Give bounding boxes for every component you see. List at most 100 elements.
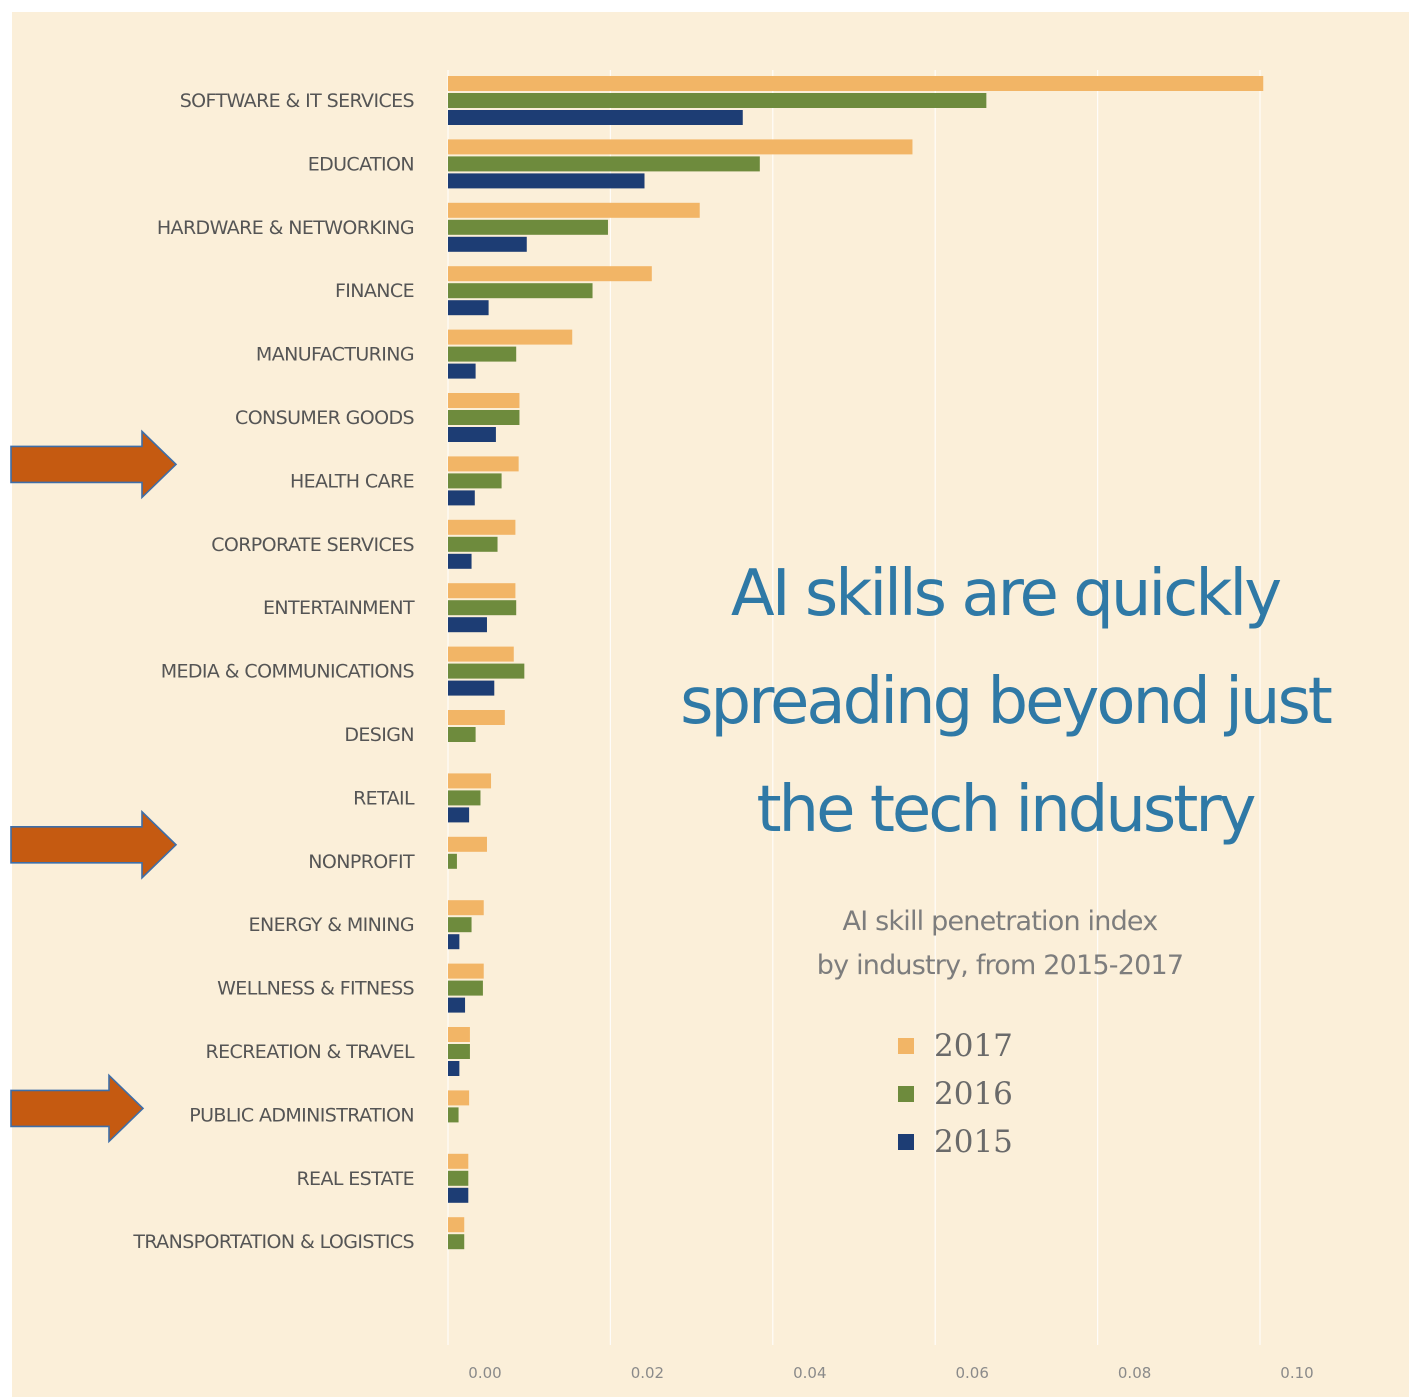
bar-energy-and-mining-2015 [448, 934, 460, 950]
chart-title: AI skills are quickly spreading beyond j… [600, 540, 1409, 864]
legend-item-2017: 2017 [898, 1022, 1013, 1070]
bar-consumer-goods-2016 [448, 410, 520, 425]
bar-nonprofit-2016 [448, 853, 457, 869]
arrow-health-care-icon [10, 429, 178, 500]
category-label-wellness-and-fitness: WELLNESS & FITNESS [217, 978, 414, 1000]
bar-education-2017 [448, 139, 913, 155]
chart-title-line-1: AI skills are quickly [730, 557, 1282, 631]
x-tick-label-4: 0.08 [1118, 1364, 1151, 1382]
bar-energy-and-mining-2016 [448, 917, 472, 933]
category-label-manufacturing: MANUFACTURING [256, 344, 414, 366]
chart-legend: 2017 2016 2015 [898, 1022, 1013, 1166]
x-tick-label-0: 0.00 [468, 1364, 501, 1382]
bar-recreation-and-travel-2015 [448, 1061, 460, 1076]
bar-hardware-and-networking-2016 [448, 219, 608, 235]
category-label-public-administration: PUBLIC ADMINISTRATION [189, 1104, 414, 1126]
category-label-entertainment: ENTERTAINMENT [263, 597, 415, 619]
bar-wellness-and-fitness-2016 [448, 980, 483, 996]
bar-recreation-and-travel-2016 [448, 1044, 470, 1059]
bar-consumer-goods-2015 [448, 427, 496, 442]
bar-entertainment-2016 [448, 600, 517, 616]
bar-wellness-and-fitness-2017 [448, 963, 484, 979]
chart-title-line-2: spreading beyond just [680, 665, 1333, 739]
legend-swatch-2016 [898, 1086, 914, 1102]
bar-public-administration-2017 [448, 1090, 470, 1106]
bar-public-administration-2016 [448, 1107, 459, 1123]
category-label-design: DESIGN [344, 724, 414, 746]
bar-media-and-communications-2015 [448, 680, 495, 696]
category-label-nonprofit: NONPROFIT [308, 851, 415, 873]
bar-retail-2017 [448, 773, 492, 789]
bar-manufacturing-2016 [448, 346, 517, 362]
bar-corporate-services-2015 [448, 553, 472, 569]
arrow-public-administration-icon [10, 1073, 145, 1144]
chart-subtitle-line-1: AI skill penetration index [842, 906, 1159, 937]
bar-education-2016 [448, 156, 760, 172]
bar-media-and-communications-2016 [448, 663, 525, 679]
bar-transportation-and-logistics-2016 [448, 1234, 465, 1250]
legend-label-2017: 2017 [934, 1028, 1013, 1064]
x-tick-label-1: 0.02 [631, 1364, 664, 1382]
bar-corporate-services-2017 [448, 519, 516, 535]
bar-real-estate-2015 [448, 1187, 469, 1203]
category-label-transportation-and-logistics: TRANSPORTATION & LOGISTICS [132, 1231, 414, 1253]
bar-design-2016 [448, 727, 476, 742]
x-tick-label-3: 0.06 [955, 1364, 988, 1382]
bar-software-and-it-services-2015 [448, 110, 743, 125]
arrow-nonprofit-icon [10, 809, 178, 880]
bar-nonprofit-2017 [448, 836, 487, 852]
bar-wellness-and-fitness-2015 [448, 997, 466, 1013]
bar-retail-2016 [448, 790, 481, 806]
plot-background [12, 12, 1409, 1397]
category-label-education: EDUCATION [308, 153, 414, 175]
bar-health-care-2017 [448, 456, 519, 472]
category-label-consumer-goods: CONSUMER GOODS [235, 407, 414, 429]
legend-label-2015: 2015 [934, 1124, 1013, 1160]
category-label-energy-and-mining: ENERGY & MINING [249, 914, 414, 936]
bar-corporate-services-2016 [448, 536, 498, 552]
bar-hardware-and-networking-2017 [448, 202, 700, 218]
category-label-finance: FINANCE [335, 280, 414, 302]
bar-health-care-2015 [448, 490, 475, 506]
bar-real-estate-2016 [448, 1170, 469, 1186]
legend-swatch-2015 [898, 1134, 914, 1150]
bar-entertainment-2017 [448, 583, 516, 599]
bar-health-care-2016 [448, 473, 502, 489]
x-tick-label-2: 0.04 [793, 1364, 826, 1382]
category-label-media-and-communications: MEDIA & COMMUNICATIONS [161, 661, 414, 683]
category-label-software-and-it-services: SOFTWARE & IT SERVICES [180, 90, 414, 112]
bar-recreation-and-travel-2017 [448, 1027, 470, 1042]
bar-finance-2016 [448, 283, 593, 299]
bar-energy-and-mining-2017 [448, 900, 484, 916]
bar-consumer-goods-2017 [448, 393, 520, 408]
bar-finance-2017 [448, 266, 652, 282]
category-label-health-care: HEALTH CARE [290, 470, 414, 492]
bar-software-and-it-services-2016 [448, 93, 987, 108]
category-label-corporate-services: CORPORATE SERVICES [211, 534, 414, 556]
x-tick-label-5: 0.10 [1280, 1364, 1313, 1382]
bar-education-2015 [448, 173, 645, 189]
chart-title-line-3: the tech industry [756, 773, 1256, 847]
bar-manufacturing-2017 [448, 329, 573, 345]
bar-transportation-and-logistics-2017 [448, 1217, 465, 1233]
category-label-recreation-and-travel: RECREATION & TRAVEL [206, 1041, 415, 1063]
bar-finance-2015 [448, 300, 489, 316]
category-label-hardware-and-networking: HARDWARE & NETWORKING [157, 217, 414, 239]
bar-software-and-it-services-2017 [448, 76, 1264, 91]
bar-retail-2015 [448, 807, 470, 823]
bar-hardware-and-networking-2015 [448, 236, 527, 252]
legend-item-2016: 2016 [898, 1070, 1013, 1118]
legend-swatch-2017 [898, 1038, 914, 1054]
legend-item-2015: 2015 [898, 1118, 1013, 1166]
category-label-real-estate: REAL ESTATE [296, 1168, 414, 1190]
bar-manufacturing-2015 [448, 363, 476, 379]
legend-label-2016: 2016 [934, 1076, 1013, 1112]
bar-real-estate-2017 [448, 1153, 469, 1169]
bar-entertainment-2015 [448, 617, 487, 633]
bar-design-2017 [448, 710, 505, 725]
chart-subtitle-line-2: by industry, from 2015-2017 [816, 950, 1184, 981]
chart-subtitle: AI skill penetration index by industry, … [740, 900, 1260, 988]
category-label-retail: RETAIL [353, 787, 415, 809]
